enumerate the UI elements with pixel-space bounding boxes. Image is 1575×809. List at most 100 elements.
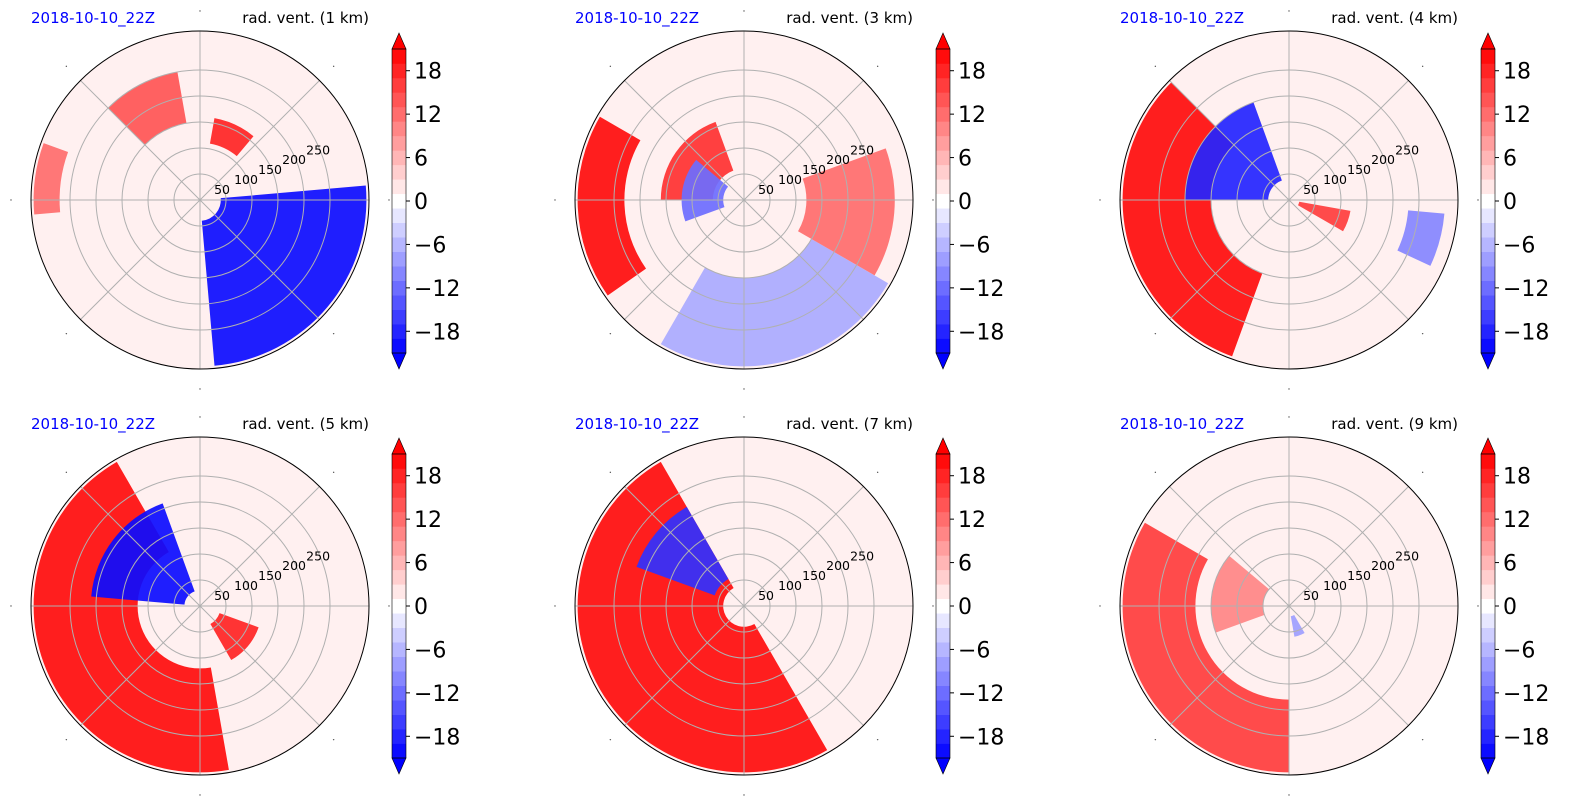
- panel-date-label: 2018-10-10_22Z: [31, 415, 155, 434]
- colorbar-tick-label: 12: [958, 103, 986, 128]
- angle-tick-mark: [1421, 65, 1424, 68]
- range-label: 50: [1303, 182, 1319, 197]
- colorbar: −18 −12 −6 0 6 12 18: [1480, 437, 1549, 775]
- colorbar-level: [392, 569, 406, 585]
- colorbar-level: [1481, 671, 1495, 686]
- spoke-45: [1288, 486, 1409, 607]
- velocity-region-positive: [210, 613, 259, 661]
- range-label: 200: [826, 152, 850, 167]
- colorbar-level: [392, 222, 406, 238]
- colorbar-level: [1481, 685, 1495, 701]
- spoke-225: [1169, 199, 1290, 320]
- polar-frame: [30, 436, 370, 776]
- colorbar-level: [1481, 454, 1495, 469]
- range-label: 100: [234, 172, 258, 187]
- angle-tick-mark: [65, 332, 68, 335]
- colorbar-level: [936, 598, 950, 614]
- colorbar-level: [936, 280, 950, 296]
- colorbar-level: [1481, 179, 1495, 195]
- colorbar-level: [1481, 497, 1495, 513]
- colorbar-extend-max: [1480, 437, 1496, 455]
- colorbar-level: [1481, 642, 1495, 657]
- velocity-region-negative: [1185, 102, 1282, 200]
- range-label: 100: [778, 578, 802, 593]
- colorbar: −18 −12 −6 0 6 12 18: [935, 437, 1004, 775]
- colorbar-tick-label: 12: [414, 508, 442, 533]
- velocity-region-negative: [660, 239, 889, 367]
- colorbar-extend-min: [935, 757, 951, 775]
- colorbar-level: [936, 497, 950, 513]
- colorbar-level: [1481, 208, 1495, 224]
- colorbar-level: [392, 526, 406, 542]
- range-label: 50: [214, 182, 230, 197]
- angle-tick-mark: [388, 199, 390, 201]
- range-label: 250: [850, 142, 874, 157]
- spoke-45: [199, 486, 320, 607]
- colorbar-level: [1481, 569, 1495, 585]
- colorbar-level: [936, 685, 950, 701]
- angle-tick-mark: [1154, 471, 1157, 474]
- colorbar-tick-label: 18: [958, 60, 986, 85]
- colorbar-tick-label: 18: [414, 60, 442, 85]
- colorbar-tick-label: 18: [1503, 465, 1531, 490]
- colorbar-level: [1481, 164, 1495, 180]
- colorbar-level: [1481, 729, 1495, 744]
- colorbar-level: [1481, 237, 1495, 252]
- angle-tick-mark: [65, 738, 68, 741]
- colorbar-level: [1481, 193, 1495, 209]
- range-label: 100: [1323, 578, 1347, 593]
- colorbar-level: [392, 743, 406, 759]
- angle-tick-mark: [743, 416, 745, 418]
- velocity-region-positive: [209, 118, 254, 157]
- colorbar-level: [392, 598, 406, 614]
- velocity-region-positive: [33, 143, 69, 215]
- range-label: 50: [1303, 588, 1319, 603]
- range-label: 200: [1371, 558, 1395, 573]
- colorbar-level: [936, 324, 950, 339]
- colorbar-level: [1481, 482, 1495, 498]
- colorbar-level: [936, 237, 950, 252]
- colorbar-extend-max: [391, 32, 407, 50]
- colorbar-level: [392, 454, 406, 469]
- angle-tick-mark: [332, 738, 335, 741]
- spoke-135: [624, 486, 745, 607]
- colorbar-extend-min: [391, 352, 407, 370]
- colorbar-tick-label: −6: [414, 233, 446, 258]
- colorbar-level: [936, 714, 950, 730]
- spoke-315: [199, 605, 320, 726]
- colorbar-tick-label: 6: [958, 147, 972, 172]
- polar-grid: [575, 31, 913, 369]
- colorbar-level: [392, 482, 406, 498]
- colorbar-level: [392, 338, 406, 354]
- colorbar-tick-label: 6: [958, 552, 972, 577]
- colorbar-level: [392, 251, 406, 267]
- colorbar-tick-label: 6: [1503, 552, 1517, 577]
- colorbar-level: [936, 77, 950, 93]
- range-label: 250: [1395, 142, 1419, 157]
- colorbar-tick-label: −6: [958, 233, 990, 258]
- colorbar-level: [392, 237, 406, 252]
- angle-tick-mark: [1154, 65, 1157, 68]
- colorbar-level: [392, 656, 406, 672]
- colorbar-level: [1481, 251, 1495, 267]
- colorbar-level: [1481, 309, 1495, 325]
- panel-date-label: 2018-10-10_22Z: [575, 9, 699, 28]
- colorbar-level: [936, 700, 950, 715]
- angle-tick-mark: [876, 738, 879, 741]
- colorbar-level: [936, 164, 950, 180]
- angle-tick-mark: [10, 199, 12, 201]
- angle-tick-mark: [10, 605, 12, 607]
- colorbar-level: [936, 106, 950, 122]
- colorbar-level: [936, 482, 950, 498]
- colorbar-level: [392, 714, 406, 730]
- angle-tick-mark: [743, 794, 745, 796]
- panel-date-label: 2018-10-10_22Z: [575, 415, 699, 434]
- colorbar-tick-label: −12: [1503, 277, 1549, 302]
- colorbar-tick-label: −12: [414, 277, 460, 302]
- polar-grid: [31, 31, 369, 369]
- colorbar-tick-label: −6: [1503, 233, 1535, 258]
- range-label: 150: [1347, 568, 1371, 583]
